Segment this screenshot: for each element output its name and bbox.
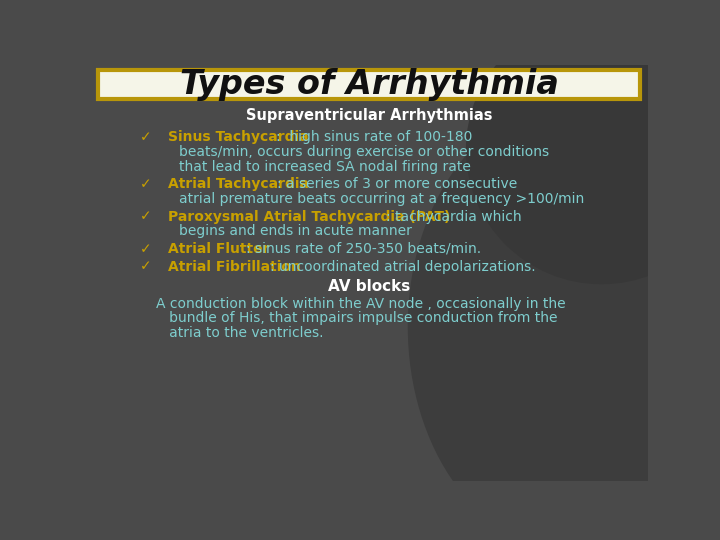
FancyBboxPatch shape bbox=[98, 70, 640, 99]
Text: bundle of His, that impairs impulse conduction from the: bundle of His, that impairs impulse cond… bbox=[156, 311, 557, 325]
Text: that lead to increased SA nodal firing rate: that lead to increased SA nodal firing r… bbox=[179, 159, 471, 173]
Ellipse shape bbox=[466, 15, 720, 284]
Text: Supraventricular Arrhythmias: Supraventricular Arrhythmias bbox=[246, 108, 492, 123]
Text: Paroxysmal Atrial Tachycardia (PAT): Paroxysmal Atrial Tachycardia (PAT) bbox=[168, 210, 450, 224]
Text: ✓: ✓ bbox=[140, 177, 152, 191]
Ellipse shape bbox=[408, 103, 720, 540]
Text: beats/min, occurs during exercise or other conditions: beats/min, occurs during exercise or oth… bbox=[179, 145, 549, 159]
Text: ✓: ✓ bbox=[140, 242, 152, 256]
Text: : uncoordinated atrial depolarizations.: : uncoordinated atrial depolarizations. bbox=[271, 260, 536, 274]
Text: :  high sinus rate of 100-180: : high sinus rate of 100-180 bbox=[276, 130, 473, 144]
Text: AV blocks: AV blocks bbox=[328, 279, 410, 294]
Text: atria to the ventricles.: atria to the ventricles. bbox=[156, 326, 323, 340]
Text: ✓: ✓ bbox=[140, 210, 152, 224]
Text: Sinus Tachycardia: Sinus Tachycardia bbox=[168, 130, 308, 144]
Text: ✓: ✓ bbox=[140, 130, 152, 144]
Text: Atrial Tachycardia: Atrial Tachycardia bbox=[168, 177, 308, 191]
Text: ✓: ✓ bbox=[140, 260, 152, 274]
Text: : tachycardia which: : tachycardia which bbox=[387, 210, 522, 224]
Text: A conduction block within the AV node , occasionally in the: A conduction block within the AV node , … bbox=[156, 296, 565, 310]
Text: Atrial Flutter: Atrial Flutter bbox=[168, 242, 269, 256]
Text: Atrial Fibrillation: Atrial Fibrillation bbox=[168, 260, 300, 274]
Text: Types of Arrhythmia: Types of Arrhythmia bbox=[179, 69, 559, 102]
Text: : a series of 3 or more consecutive: : a series of 3 or more consecutive bbox=[276, 177, 517, 191]
Text: : sinus rate of 250-350 beats/min.: : sinus rate of 250-350 beats/min. bbox=[246, 242, 481, 256]
Text: begins and ends in acute manner: begins and ends in acute manner bbox=[179, 224, 412, 238]
Text: atrial premature beats occurring at a frequency >100/min: atrial premature beats occurring at a fr… bbox=[179, 192, 585, 206]
